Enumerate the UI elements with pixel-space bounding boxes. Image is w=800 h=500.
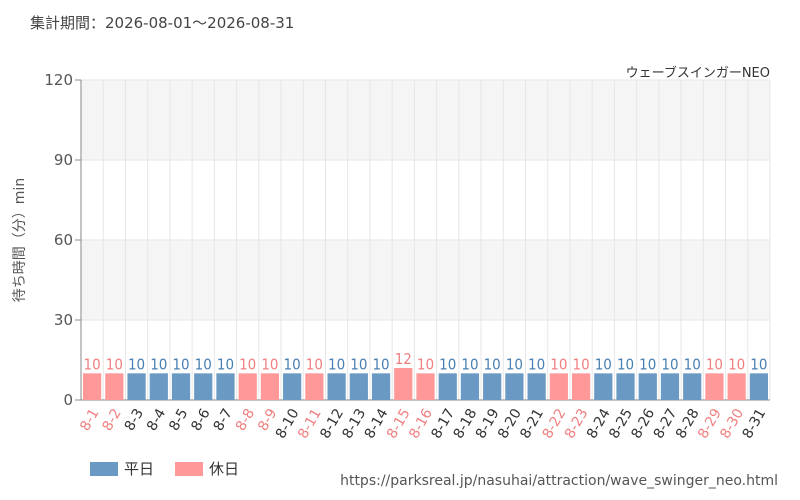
x-tick-label: 8-1 [77,406,102,434]
bar-8-23 [571,373,591,400]
value-label: 10 [328,355,345,373]
bar-8-27 [660,373,680,400]
bar-8-20 [505,373,524,400]
legend-swatch-weekday [90,461,118,476]
value-label: 10 [550,355,567,373]
bar-8-16 [416,373,435,400]
value-label: 10 [261,355,278,373]
legend-swatch-holiday [175,461,203,476]
value-label: 10 [306,355,323,373]
bar-8-19 [483,373,502,400]
value-label: 10 [195,355,212,373]
x-tick-label: 8-8 [233,406,258,434]
value-label: 10 [617,355,634,373]
x-tick-label: 8-31 [740,406,770,442]
value-label: 10 [350,355,367,373]
bar-8-29 [705,373,724,400]
bar-8-31 [749,373,768,400]
value-label: 10 [728,355,745,373]
bar-8-17 [438,373,457,400]
value-label: 10 [217,355,234,373]
bar-8-2 [105,373,124,400]
y-tick-label: 90 [54,151,73,169]
x-tick-label: 8-6 [188,406,213,434]
bar-8-13 [349,373,368,400]
value-label: 10 [239,355,256,373]
bar-8-11 [305,373,324,400]
value-label: 10 [417,355,434,373]
y-tick-label: 30 [54,311,73,329]
legend-holiday[interactable]: 休日 [175,458,239,479]
value-label: 10 [284,355,301,373]
source-url[interactable]: https://parksreal.jp/nasuhai/attraction/… [340,473,778,489]
x-tick-label: 8-7 [211,406,236,434]
y-tick-label: 0 [63,391,73,409]
legend-weekday[interactable]: 平日 [90,458,154,479]
bar-8-8 [238,373,257,400]
bar-8-10 [283,373,302,400]
plot-band [81,240,770,320]
bar-8-4 [149,373,168,400]
x-tick-label: 8-3 [122,406,147,434]
bar-8-22 [549,373,568,400]
value-label: 10 [150,355,167,373]
value-label: 10 [128,355,145,373]
value-label: 10 [661,355,678,373]
bar-8-12 [327,373,346,400]
bar-8-1 [83,373,102,400]
value-label: 10 [572,355,589,373]
bar-8-18 [460,373,480,400]
bar-8-21 [527,373,546,400]
plot-band [81,80,770,160]
y-tick-label: 60 [54,231,73,249]
value-label: 10 [461,355,478,373]
value-label: 10 [372,355,389,373]
value-label: 10 [506,355,523,373]
bar-8-26 [638,373,657,400]
value-label: 10 [484,355,501,373]
bar-8-30 [727,373,746,400]
value-label: 12 [395,350,412,368]
x-tick-label: 8-4 [144,406,169,434]
bar-8-9 [260,373,280,400]
bar-8-3 [127,373,146,400]
value-label: 10 [595,355,612,373]
value-label: 10 [639,355,656,373]
legend-label-weekday: 平日 [124,460,155,478]
value-label: 10 [84,355,101,373]
bar-8-7 [216,373,235,400]
value-label: 10 [528,355,545,373]
value-label: 10 [439,355,456,373]
bar-8-14 [371,373,391,400]
bar-8-15 [394,368,413,400]
value-label: 10 [106,355,123,373]
y-tick-label: 120 [44,71,73,89]
attraction-name: ウェーブスインガーNEO [625,66,770,81]
x-tick-label: 8-5 [166,406,191,434]
legend-label-holiday: 休日 [209,460,240,478]
value-label: 10 [684,355,701,373]
bar-8-25 [616,373,635,400]
value-label: 10 [706,355,723,373]
bar-8-28 [683,373,702,400]
value-label: 10 [172,355,189,373]
bar-8-24 [594,373,613,400]
bar-8-6 [194,373,213,400]
x-tick-label: 8-2 [100,406,125,434]
period-label: 集計期間：2026-08-01～2026-08-31 [30,14,295,32]
bar-8-5 [171,373,191,400]
value-label: 10 [750,355,767,373]
